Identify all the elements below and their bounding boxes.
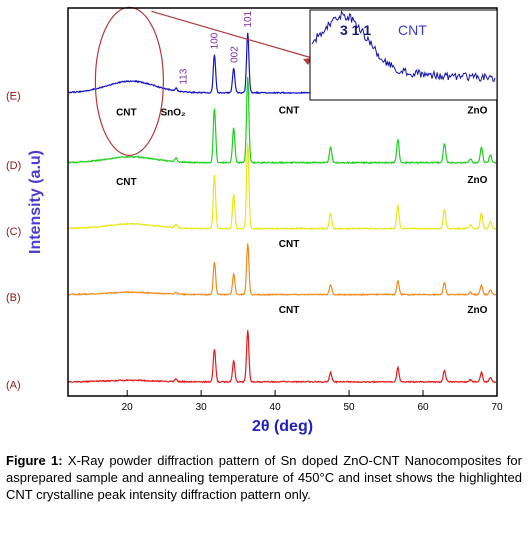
plot-frame (67, 7, 498, 397)
inset-frame (309, 9, 498, 101)
x-tick-label: 20 (122, 402, 134, 413)
peak-label: 113 (179, 68, 190, 84)
xrd-chart-svg: (A) (B) (C) (D) (E) 2θ (deg) Intensity (a.u) 1… (6, 6, 503, 435)
peak-label: 002 (230, 46, 241, 63)
inset-title-cnt: CNT (398, 22, 427, 38)
trace-line (67, 330, 497, 384)
x-tick-label: 50 (344, 402, 356, 413)
zno-label: ZnO (467, 105, 487, 116)
inset-plot: 3 1 1 CNT (309, 9, 498, 101)
x-tick-label: 40 (270, 402, 282, 413)
xrd-traces: (A) (B) (C) (D) (E) (6, 32, 497, 391)
caption-label: Figure 1: (6, 453, 63, 468)
trace-line (68, 143, 497, 231)
cnt-label: CNT (279, 239, 300, 250)
x-tick-label: 60 (417, 402, 429, 413)
zno-label: ZnO (467, 305, 487, 316)
trace-label: (E) (6, 90, 21, 102)
peak-label: 101 (243, 10, 254, 27)
zno-label: ZnO (467, 175, 487, 186)
inset-title-hkl: 3 1 1 (340, 22, 371, 38)
x-axis-label: 2θ (deg) (252, 418, 313, 435)
x-tick-label: 30 (196, 402, 208, 413)
figure-caption: Figure 1: X-Ray powder diffraction patte… (6, 452, 522, 503)
inset-trace (311, 10, 496, 82)
trace-line (68, 243, 497, 297)
peak-label: 100 (210, 32, 221, 49)
trace-label: (C) (6, 226, 21, 238)
callout-line (151, 10, 313, 59)
sno2-label: SnO₂ (160, 107, 185, 118)
cnt-label: CNT (279, 305, 300, 316)
trace-label: (B) (6, 292, 21, 304)
cnt-label: CNT (116, 107, 137, 118)
trace-label: (D) (6, 160, 21, 172)
y-axis-label: Intensity (a.u) (27, 150, 44, 254)
xrd-figure: (A) (B) (C) (D) (E) 2θ (deg) Intensity (a.u) 1… (6, 6, 503, 435)
x-ticks: 20 30 40 50 60 70 (122, 390, 503, 413)
x-tick-label: 70 (491, 402, 503, 413)
cnt-label: CNT (279, 105, 300, 116)
trace-label: (A) (6, 379, 21, 391)
caption-text: X-Ray powder diffraction pattern of Sn d… (6, 453, 522, 502)
trace-line (67, 77, 497, 165)
cnt-label: CNT (116, 177, 137, 188)
